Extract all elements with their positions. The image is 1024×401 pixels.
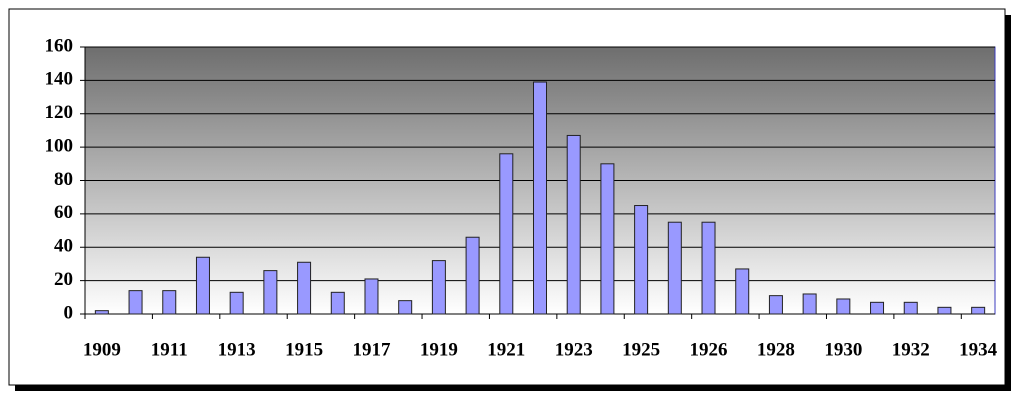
bar bbox=[398, 300, 413, 315]
bar bbox=[735, 268, 750, 315]
bar bbox=[701, 221, 716, 315]
bar bbox=[297, 261, 312, 315]
y-tick-label: 80 bbox=[54, 169, 73, 190]
bar bbox=[533, 81, 547, 315]
bar bbox=[162, 290, 177, 315]
x-tick-label: 1911 bbox=[151, 339, 188, 360]
bar bbox=[465, 236, 480, 315]
bar bbox=[229, 291, 244, 315]
x-tick-label: 1915 bbox=[285, 339, 323, 360]
bar bbox=[330, 291, 345, 315]
x-tick-label: 1928 bbox=[757, 339, 795, 360]
bar bbox=[94, 310, 109, 315]
x-tick-label: 1925 bbox=[622, 339, 660, 360]
bar bbox=[667, 221, 682, 315]
x-tick-label: 1921 bbox=[487, 339, 525, 360]
y-tick-label: 20 bbox=[54, 269, 73, 290]
y-tick-label: 140 bbox=[45, 69, 74, 90]
x-tick-label: 1917 bbox=[352, 339, 391, 360]
bar bbox=[499, 153, 514, 315]
y-tick-label: 120 bbox=[45, 102, 74, 123]
y-tick-label: 0 bbox=[64, 302, 74, 323]
x-tick-label: 1930 bbox=[824, 339, 862, 360]
bar bbox=[128, 290, 143, 315]
x-tick-label: 1913 bbox=[218, 339, 256, 360]
x-tick-label: 1926 bbox=[690, 339, 728, 360]
bar bbox=[802, 293, 817, 315]
y-tick-label: 160 bbox=[45, 35, 74, 56]
x-tick-label: 1909 bbox=[83, 339, 121, 360]
x-tick-label: 1919 bbox=[420, 339, 458, 360]
bar bbox=[971, 306, 986, 315]
bar bbox=[195, 256, 210, 315]
y-tick-label: 100 bbox=[45, 135, 74, 156]
bar bbox=[634, 205, 649, 315]
bar bbox=[768, 295, 783, 315]
bar bbox=[836, 298, 851, 315]
y-tick-label: 60 bbox=[54, 202, 73, 223]
bar bbox=[903, 301, 918, 315]
bar bbox=[263, 270, 278, 315]
bar bbox=[431, 260, 446, 315]
bar bbox=[937, 306, 952, 315]
x-tick-label: 1923 bbox=[555, 339, 593, 360]
bar bbox=[600, 163, 615, 315]
x-tick-label: 1932 bbox=[892, 339, 930, 360]
x-tick-label: 1934 bbox=[959, 339, 998, 360]
y-tick-label: 40 bbox=[54, 236, 73, 257]
bar bbox=[566, 134, 581, 315]
bar bbox=[870, 301, 885, 315]
bar bbox=[364, 278, 379, 315]
